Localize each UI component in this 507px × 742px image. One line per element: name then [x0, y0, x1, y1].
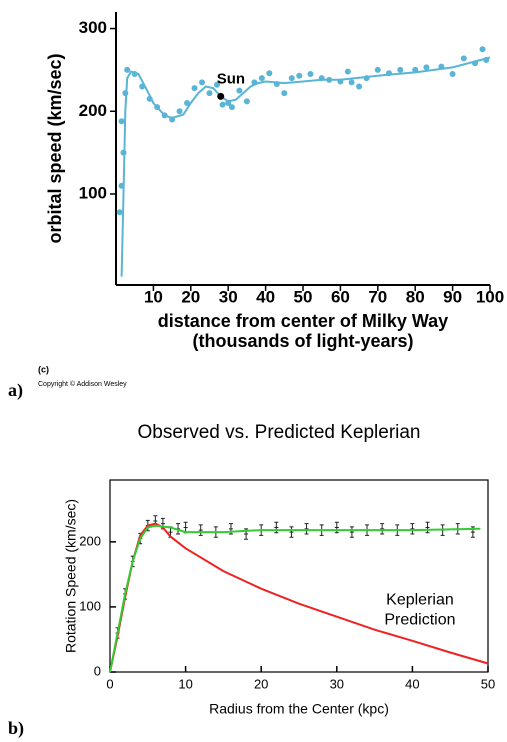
- annotation: Prediction: [384, 612, 455, 629]
- error-bar: [289, 526, 294, 538]
- y-tick-label: 200: [79, 533, 101, 548]
- chart: 0 100 200 0 10 20 30 40 50 Rotation Speed (km/sec…: [63, 422, 496, 717]
- chart-title: Observed vs. Predicted Keplerian: [137, 422, 420, 443]
- error-bar: [334, 521, 339, 534]
- point: [124, 66, 131, 73]
- point: [397, 66, 404, 73]
- y-tick-label: 300: [79, 18, 107, 37]
- error-bar: [304, 523, 309, 535]
- point: [236, 87, 243, 94]
- point: [184, 100, 191, 106]
- point: [281, 90, 288, 97]
- point: [348, 79, 355, 86]
- point: [191, 85, 198, 92]
- panel-label: (c): [38, 364, 49, 374]
- y-tick-label: 100: [79, 598, 101, 613]
- x-tick-label: 10: [144, 287, 163, 306]
- point: [206, 90, 213, 97]
- x-axis-label: (thousands of light-years): [192, 331, 413, 351]
- point: [288, 75, 295, 82]
- point: [266, 70, 273, 77]
- point: [356, 83, 363, 90]
- error-bar: [470, 526, 475, 538]
- line: [109, 524, 481, 673]
- error-bar: [349, 526, 354, 538]
- error-bar: [380, 523, 385, 535]
- point: [449, 71, 456, 78]
- annotation: Keplerian: [386, 592, 454, 609]
- point: [479, 46, 486, 53]
- point: [460, 55, 467, 62]
- point: [199, 79, 206, 86]
- x-tick-label: 100: [476, 287, 504, 306]
- error-bar: [425, 521, 430, 534]
- panel-label: b): [8, 718, 24, 739]
- point: [176, 108, 183, 115]
- point: [374, 66, 381, 73]
- point: [344, 68, 351, 75]
- x-tick-label: 80: [406, 287, 425, 306]
- y-tick-label: 200: [79, 101, 107, 120]
- x-tick-label: 10: [178, 676, 192, 691]
- x-tick-label: 90: [443, 287, 462, 306]
- point: [116, 209, 123, 216]
- error-bar: [410, 523, 415, 535]
- x-tick-label: 0: [106, 676, 113, 691]
- annotation: Sun: [217, 70, 245, 87]
- point: [307, 71, 314, 78]
- x-tick-label: 40: [256, 287, 275, 306]
- plot-frame: [109, 479, 489, 673]
- point: [258, 75, 265, 82]
- point: [423, 64, 430, 71]
- chart: 100 200 300 10 20 30 40 50 60 70 80 90 100 orbital sp…: [45, 12, 504, 351]
- line: [120, 56, 491, 277]
- error-bar: [244, 528, 249, 540]
- x-axis-label: distance from center of Milky Way: [158, 311, 448, 331]
- x-tick-label: 40: [405, 676, 419, 691]
- x-tick-label: 20: [254, 676, 268, 691]
- error-bar: [274, 521, 279, 534]
- x-tick-label: 70: [368, 287, 387, 306]
- point: [118, 118, 125, 125]
- x-tick-label: 50: [294, 287, 313, 306]
- error-bar: [198, 524, 203, 536]
- x-tick-label: 60: [331, 287, 350, 306]
- copyright: Copyright © Addison Wesley: [38, 380, 127, 388]
- point: [219, 101, 226, 108]
- x-tick-label: 30: [219, 287, 238, 306]
- annotation-point: [217, 92, 225, 100]
- x-tick-label: 20: [181, 287, 200, 306]
- x-tick-label: 50: [481, 676, 495, 691]
- y-tick-label: 0: [94, 663, 101, 678]
- error-bar: [228, 523, 233, 535]
- y-axis-label: orbital speed (km/sec): [45, 53, 65, 243]
- point: [296, 72, 303, 79]
- x-tick-label: 30: [330, 676, 344, 691]
- point: [243, 98, 250, 105]
- point: [228, 104, 235, 111]
- point: [213, 81, 220, 88]
- y-tick-label: 100: [79, 183, 107, 202]
- x-axis-label: Radius from the Center (kpc): [209, 701, 389, 717]
- panel-label: a): [8, 380, 23, 401]
- y-axis-label: Rotation Speed (km/sec): [63, 499, 79, 653]
